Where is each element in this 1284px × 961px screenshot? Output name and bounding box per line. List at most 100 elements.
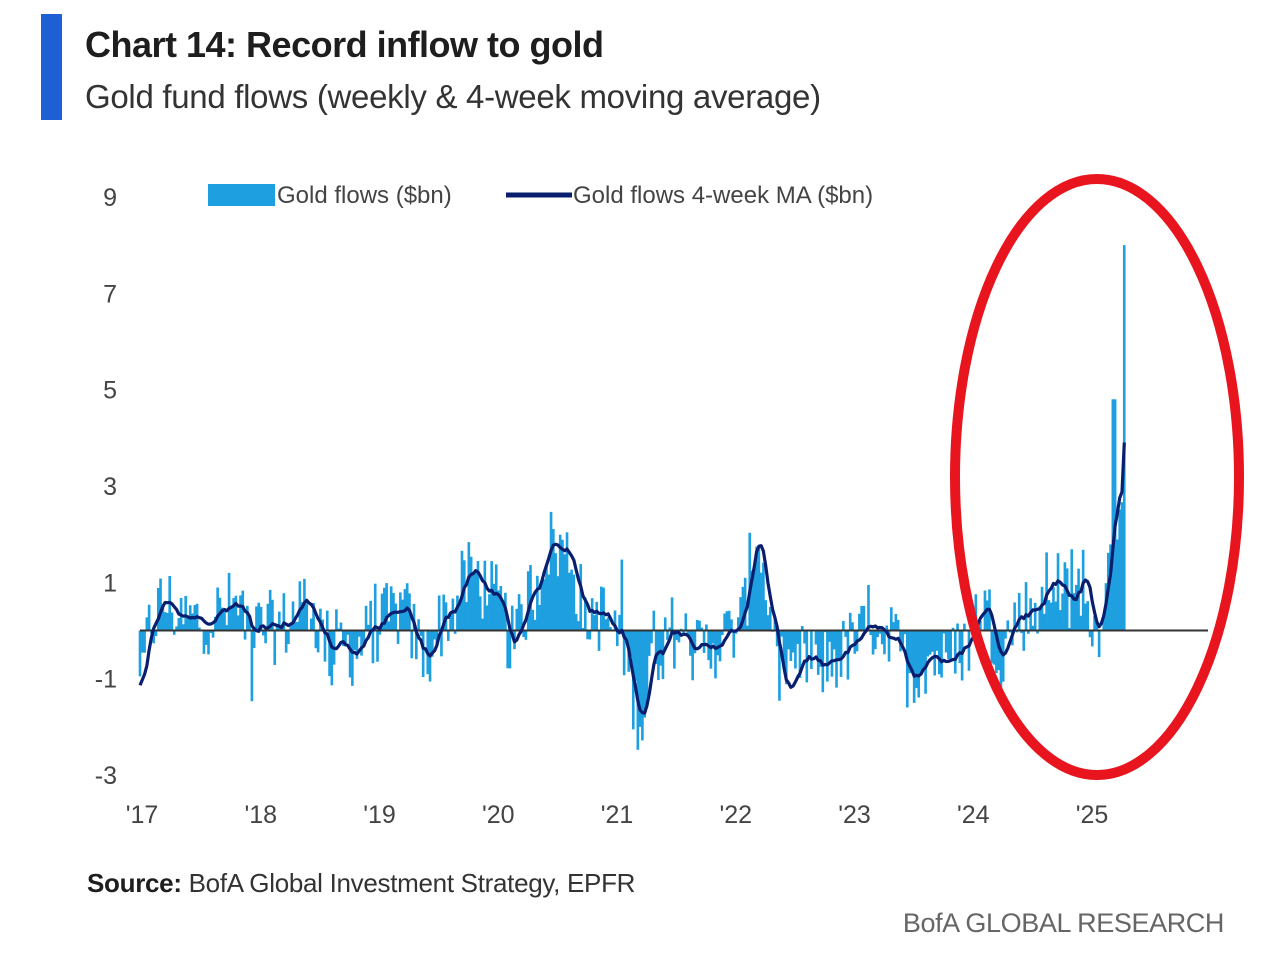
flow-bar xyxy=(1102,618,1106,631)
flow-bar xyxy=(953,630,957,674)
flow-bar xyxy=(552,529,555,631)
flow-bar xyxy=(613,610,617,631)
flow-bar xyxy=(732,630,736,658)
flow-bar xyxy=(908,630,911,674)
flow-bar xyxy=(574,613,578,631)
flow-bar xyxy=(766,615,770,631)
flow-bar xyxy=(871,630,875,655)
flow-bar xyxy=(698,620,701,631)
flow-bar xyxy=(1084,603,1087,631)
flow-bar xyxy=(1027,630,1030,634)
flow-bar xyxy=(380,593,384,631)
flow-bar xyxy=(650,630,653,644)
flow-bar xyxy=(483,560,487,631)
flow-bar xyxy=(177,618,181,631)
flow-bar xyxy=(839,630,843,677)
flow-bar xyxy=(232,598,235,631)
flow-bar xyxy=(752,568,756,631)
flow-bar xyxy=(143,630,146,653)
flow-bar xyxy=(549,511,553,631)
flow-bar xyxy=(1090,630,1094,647)
flow-bar xyxy=(919,630,923,673)
y-tick-label: -1 xyxy=(95,666,117,694)
flow-bar xyxy=(296,621,299,631)
flow-bar xyxy=(501,603,505,631)
flow-bar xyxy=(905,630,909,708)
flow-bar xyxy=(1077,568,1080,631)
flow-bar xyxy=(220,607,224,631)
flow-bar xyxy=(727,610,731,631)
flow-bar xyxy=(1079,615,1083,631)
legend-bar-label: Gold flows ($bn) xyxy=(277,182,452,209)
flow-bar xyxy=(1088,630,1092,638)
flow-bar xyxy=(620,559,624,631)
flow-bar xyxy=(385,583,388,631)
flow-bar xyxy=(597,630,601,651)
flow-bar xyxy=(172,630,176,635)
flow-bar xyxy=(257,602,261,631)
flow-bar xyxy=(615,630,619,647)
flow-bar xyxy=(721,630,724,635)
y-tick-label: 9 xyxy=(103,184,117,212)
flow-bar xyxy=(819,630,822,667)
flow-bar xyxy=(138,630,142,677)
flow-bar xyxy=(789,630,793,661)
flow-bar xyxy=(604,619,608,631)
flow-bar xyxy=(529,565,532,631)
flow-bar xyxy=(520,604,523,631)
flow-bar xyxy=(312,603,315,631)
flow-bar xyxy=(947,630,950,660)
flow-bar xyxy=(890,607,893,631)
flow-bar xyxy=(880,630,884,645)
flow-bar xyxy=(921,630,925,669)
flow-bar xyxy=(990,630,994,664)
flow-bar xyxy=(750,570,754,631)
flow-bar xyxy=(709,630,713,669)
flow-bar xyxy=(1033,602,1037,631)
flow-bar xyxy=(1116,539,1119,631)
x-tick-label: '18 xyxy=(244,801,277,829)
chart-subtitle: Gold fund flows (weekly & 4-week moving … xyxy=(85,78,821,115)
flow-bar xyxy=(606,617,610,631)
flow-bar xyxy=(202,630,206,654)
flow-bar xyxy=(1052,587,1055,631)
flow-bar xyxy=(492,583,496,631)
flow-bar xyxy=(449,615,452,631)
flow-bar xyxy=(657,630,660,681)
flow-bar xyxy=(255,606,258,631)
flow-bar xyxy=(1113,399,1117,631)
flow-bar xyxy=(629,630,633,657)
flow-bar xyxy=(711,630,715,644)
flow-bar xyxy=(816,630,820,675)
flow-bar xyxy=(894,613,898,631)
flow-bar xyxy=(775,630,779,647)
x-tick-label: '17 xyxy=(126,801,159,829)
flow-bar xyxy=(915,630,918,688)
flow-bar xyxy=(419,630,423,636)
flow-bar xyxy=(209,630,213,633)
flow-bar xyxy=(554,553,557,631)
flow-bar xyxy=(826,630,829,682)
flow-bar xyxy=(764,600,768,631)
flow-bar xyxy=(949,630,953,661)
flow-bar xyxy=(497,590,500,631)
flow-bar xyxy=(1072,593,1076,631)
flow-bar xyxy=(465,602,468,631)
flow-bar xyxy=(903,630,907,635)
legend-bar-swatch xyxy=(208,184,275,206)
flow-bar xyxy=(351,630,354,686)
flow-bar xyxy=(599,586,603,631)
flow-bar xyxy=(716,630,720,656)
flow-bar xyxy=(759,572,763,631)
flow-bar xyxy=(433,630,436,640)
flow-bar xyxy=(316,630,320,653)
flow-bar xyxy=(896,619,900,631)
flow-bar xyxy=(353,630,356,651)
flow-bar xyxy=(1020,630,1023,634)
flow-bar xyxy=(362,630,366,646)
flow-bar xyxy=(805,630,809,683)
flow-bar xyxy=(677,630,681,643)
flow-bar xyxy=(860,605,863,631)
flow-bar xyxy=(277,611,281,631)
flow-bar xyxy=(695,619,699,631)
